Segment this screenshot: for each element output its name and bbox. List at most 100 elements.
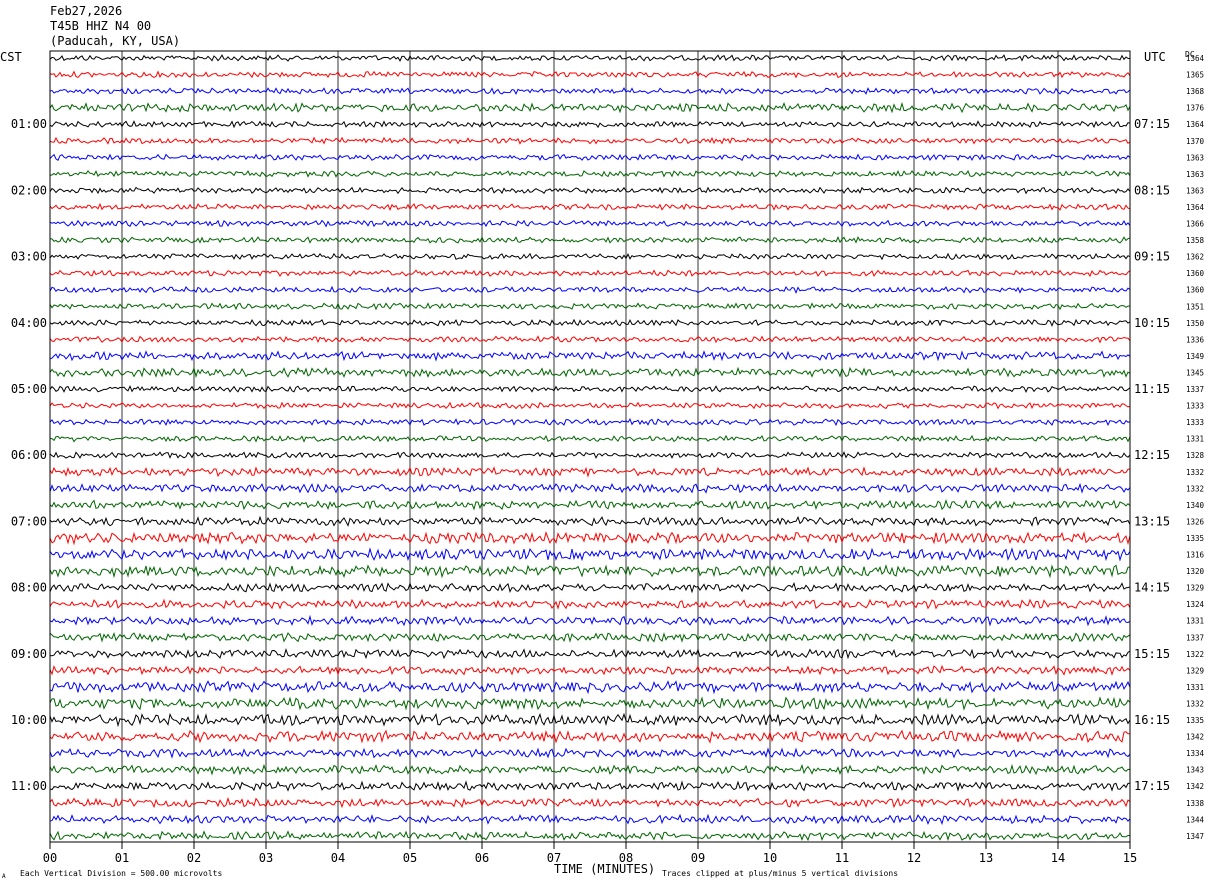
plot-frame [49,50,1131,843]
seismic-trace [49,418,1131,427]
dc-offset-label: 1360 [1186,286,1205,295]
seismic-trace [49,384,1131,393]
utc-time-label: 11:15 [1134,382,1170,396]
dc-offset-label: 1366 [1186,220,1205,229]
seismic-traces [49,54,1131,842]
x-tick-label: 07 [547,851,561,865]
dc-offset-label: 1364 [1186,120,1205,129]
seismic-trace [49,598,1131,610]
seismic-trace [49,318,1131,327]
seismic-trace [49,712,1131,728]
seismic-trace [49,269,1131,278]
seismic-trace [49,531,1131,546]
seismic-trace [49,780,1131,792]
dc-offset-label: 1345 [1186,368,1204,377]
dc-offset-label: 1331 [1186,617,1204,626]
utc-time-label: 14:15 [1134,581,1170,595]
seismic-trace [49,285,1131,294]
cst-time-label: 03:00 [11,250,47,264]
dc-offset-label: 1358 [1186,236,1205,245]
seismic-trace [49,219,1131,228]
dc-offset-label: 1340 [1186,501,1205,510]
seismic-trace [49,647,1131,660]
utc-time-label: 10:15 [1134,316,1170,330]
x-tick-label: 12 [907,851,921,865]
dc-offset-label: 1344 [1186,815,1205,824]
cst-time-label: 08:00 [11,581,47,595]
dc-offset-label: 1329 [1186,584,1204,593]
seismic-trace [49,335,1131,344]
dc-offset-label: 1320 [1186,567,1205,576]
utc-axis-label: UTC [1144,50,1166,64]
dc-offset-label: 1316 [1186,551,1205,560]
dc-offset-label: 1364 [1186,203,1205,212]
dc-offset-label: 1362 [1186,253,1204,262]
cst-time-label: 01:00 [11,117,47,131]
dc-offset-label: 1350 [1186,319,1205,328]
seismic-trace [49,235,1131,244]
utc-time-label: 13:15 [1134,514,1170,528]
clip-note: Traces clipped at plus/minus 5 vertical … [662,869,898,878]
dc-offset-label: 1335 [1186,716,1204,725]
dc-column-label: DC [1185,50,1195,59]
seismic-trace [49,499,1131,511]
seismic-trace [49,747,1131,759]
cst-time-label: 10:00 [11,713,47,727]
cst-time-label: 02:00 [11,183,47,197]
dc-offset-label: 1363 [1186,186,1204,195]
dc-offset-label: 1332 [1186,468,1204,477]
utc-time-label: 12:15 [1134,448,1170,462]
seismic-trace [49,120,1131,129]
x-tick-label: 11 [835,851,849,865]
x-tick-label: 14 [1051,851,1065,865]
seismic-trace [49,101,1131,114]
x-tick-label: 05 [403,851,417,865]
x-tick-label: 08 [619,851,633,865]
dc-offset-label: 1364 [1186,54,1205,63]
seismic-trace [49,482,1131,494]
x-tick-label: 13 [979,851,993,865]
utc-time-label: 15:15 [1134,647,1170,661]
seismic-trace [49,680,1131,695]
dc-offset-label: 1363 [1186,170,1204,179]
seismic-trace [49,366,1131,379]
dc-offset-label: 1334 [1186,749,1205,758]
seismic-trace [49,136,1131,145]
dc-offset-label: 1342 [1186,733,1204,742]
dc-offset-label: 1331 [1186,683,1204,692]
utc-time-label: 07:15 [1134,117,1170,131]
dc-offset-label: 1338 [1186,799,1205,808]
dc-offset-label: 1343 [1186,766,1204,775]
dc-offset-label: 1365 [1186,71,1204,80]
dc-offset-label: 1368 [1186,87,1205,96]
x-tick-label: 15 [1123,851,1137,865]
utc-time-label: 16:15 [1134,713,1170,727]
dc-offset-label: 1360 [1186,269,1205,278]
seismic-trace [49,614,1131,627]
seismic-trace [49,466,1131,478]
utc-time-label: 08:15 [1134,183,1170,197]
dc-offset-label: 1337 [1186,633,1204,642]
dc-offset-label: 1349 [1186,352,1204,361]
dc-offset-label: 1332 [1186,484,1204,493]
seismic-trace [49,515,1131,527]
x-tick-label: 03 [259,851,273,865]
dc-offset-label: 1335 [1186,534,1204,543]
cst-time-label: 04:00 [11,316,47,330]
seismic-trace [49,631,1131,643]
station-label: T45B HHZ N4 00 [50,19,152,33]
seismic-trace [49,252,1131,261]
dc-offset-label: 1342 [1186,782,1204,791]
dc-offset-label: 1370 [1186,137,1205,146]
cst-time-label: 11:00 [11,779,47,793]
seismic-trace [49,401,1131,410]
seismic-trace [49,54,1131,62]
dc-offset-label: 1329 [1186,666,1204,675]
seismic-trace [49,350,1131,362]
seismic-trace [49,763,1131,776]
x-tick-label: 09 [691,851,705,865]
seismic-trace [49,153,1131,162]
dc-offset-label: 1336 [1186,335,1205,344]
seismic-trace [49,729,1131,744]
